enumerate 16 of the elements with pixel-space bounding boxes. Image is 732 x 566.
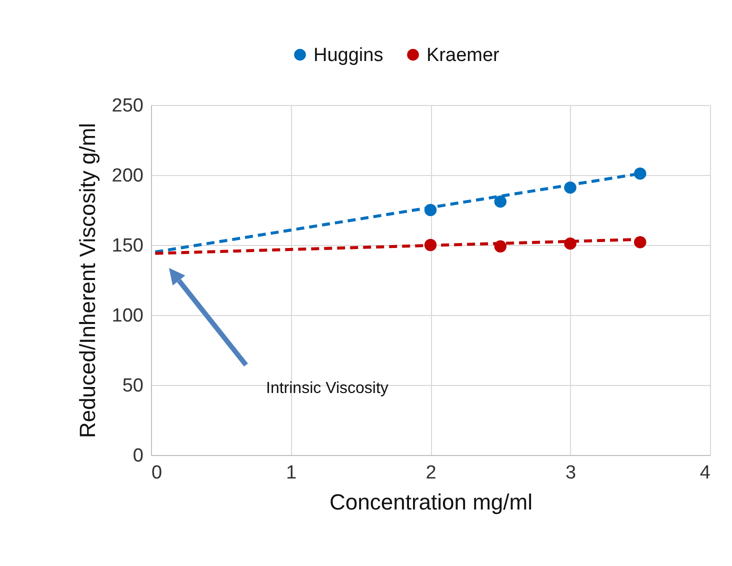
annotation: Intrinsic Viscosity <box>266 380 388 397</box>
x-axis-title: Concentration mg/ml <box>330 490 532 514</box>
x-tick-label: 2 <box>426 462 436 484</box>
legend-label: Huggins <box>314 44 384 66</box>
y-tick-label: 250 <box>112 96 144 116</box>
y-tick-label: 200 <box>112 166 144 186</box>
y-tick-label: 0 <box>132 446 144 466</box>
x-tick-label: 3 <box>565 462 576 484</box>
y-tick-label: 150 <box>112 236 144 256</box>
x-tick-label: 4 <box>700 462 711 484</box>
x-tick-label: 0 <box>152 462 162 484</box>
x-tick-label: 1 <box>286 462 297 484</box>
y-axis-title: Reduced/Inherent Viscosity g/ml <box>74 122 100 438</box>
y-tick-label: 100 <box>112 306 144 326</box>
legend-label: Kraemer <box>426 44 500 66</box>
y-tick-label: 50 <box>122 376 144 396</box>
